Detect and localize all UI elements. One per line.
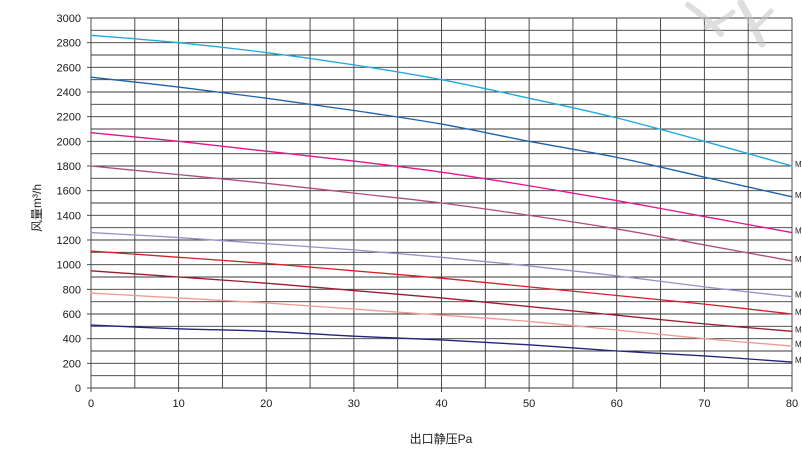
series-line-6: [90, 250, 793, 315]
series-line-5: [90, 231, 793, 298]
x-tick-label: 60: [611, 398, 623, 410]
x-tick-label: 80: [786, 398, 798, 410]
series-line-4: [90, 165, 793, 262]
series-line-2: [90, 76, 793, 198]
series-label-1: M: [795, 160, 802, 169]
watermark-stroke: [749, 8, 774, 33]
y-tick-label: 800: [63, 284, 81, 296]
series-label-7: M: [795, 325, 802, 334]
series-label-5: M: [795, 291, 802, 300]
series-curves: [90, 34, 793, 363]
series-label-2: M: [795, 191, 802, 200]
series-label-8: M: [795, 340, 802, 349]
watermark: [685, 0, 774, 48]
y-tick-label: 2600: [57, 62, 81, 74]
y-tick-label: 2000: [57, 136, 81, 148]
series-line-7: [90, 270, 793, 332]
x-axis-title: 出口静压Pa: [410, 432, 473, 446]
watermark-stroke: [737, 0, 766, 48]
series-label-4: M: [795, 255, 802, 264]
x-tick-label: 70: [698, 398, 710, 410]
y-tick-label: 2400: [57, 87, 81, 99]
y-tick-label: 1000: [57, 260, 81, 272]
x-tick-label: 20: [260, 398, 272, 410]
y-axis-title: 风量m³/h: [30, 184, 44, 232]
y-tick-label: 600: [63, 309, 81, 321]
series-line-8: [90, 292, 793, 347]
tick-marks: [87, 17, 793, 392]
y-tick-label: 2200: [57, 112, 81, 124]
y-tick-label: 1200: [57, 235, 81, 247]
y-tick-label: 1400: [57, 210, 81, 222]
y-tick-label: 2800: [57, 38, 81, 50]
watermark-stroke: [703, 9, 736, 30]
y-tick-label: 3000: [57, 13, 81, 25]
x-axis-tick-labels: 0 10 20 30 40 50 60 70 80: [88, 398, 798, 410]
series-line-3: [90, 132, 793, 234]
y-tick-label: 1800: [57, 161, 81, 173]
series-label-3: M: [795, 227, 802, 236]
watermark-stroke: [685, 2, 724, 37]
y-tick-label: 200: [63, 358, 81, 370]
series-line-1: [90, 34, 793, 167]
y-tick-label: 0: [75, 383, 81, 395]
x-tick-label: 40: [435, 398, 447, 410]
y-tick-label: 1600: [57, 186, 81, 198]
series-label-9: M: [795, 356, 802, 365]
x-tick-label: 50: [523, 398, 535, 410]
x-tick-label: 10: [173, 398, 185, 410]
x-tick-label: 30: [348, 398, 360, 410]
y-axis-tick-labels: 0 200 400 600 800 1000 1200 1400 1600 1800 2000 220…: [57, 13, 81, 395]
y-tick-label: 400: [63, 334, 81, 346]
series-label-6: M: [795, 308, 802, 317]
x-tick-label: 0: [88, 398, 94, 410]
series-line-9: [90, 324, 793, 363]
